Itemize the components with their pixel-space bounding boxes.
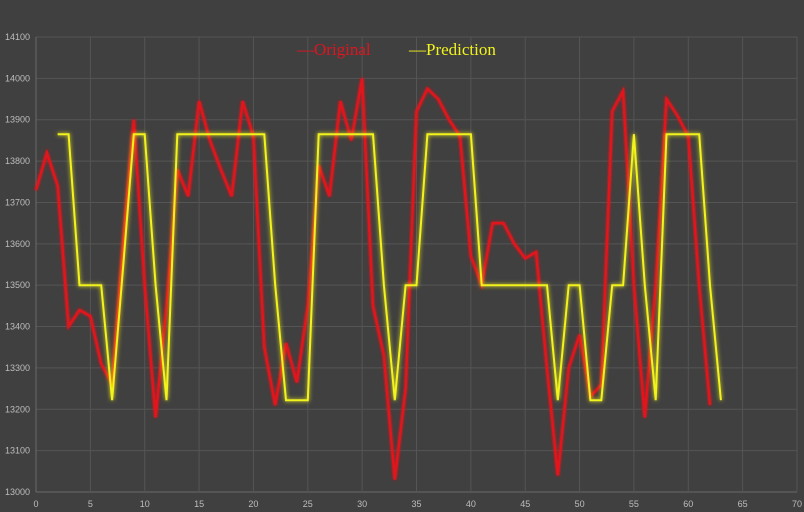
- x-tick-label: 25: [303, 499, 313, 509]
- y-tick-label: 13300: [5, 363, 30, 373]
- x-tick-label: 5: [88, 499, 93, 509]
- grid: [35, 36, 798, 493]
- x-tick-label: 45: [520, 499, 530, 509]
- series-line-prediction: [57, 133, 722, 402]
- x-tick-label: 30: [357, 499, 367, 509]
- y-tick-label: 13000: [5, 487, 30, 497]
- x-tick-label: 0: [33, 499, 38, 509]
- series-original: [34, 78, 712, 480]
- x-tick-label: 10: [140, 499, 150, 509]
- x-tick-label: 70: [792, 499, 802, 509]
- legend: —Original —Prediction: [296, 40, 496, 59]
- x-tick-label: 50: [575, 499, 585, 509]
- y-tick-label: 13500: [5, 280, 30, 290]
- x-tick-label: 40: [466, 499, 476, 509]
- series-prediction: [57, 133, 722, 402]
- y-tick-label: 14000: [5, 73, 30, 83]
- y-tick-label: 14100: [5, 32, 30, 42]
- y-axis: 13000 13100 13200 13300 13400 13500 13600 13700…: [5, 32, 30, 497]
- y-tick-label: 13400: [5, 322, 30, 332]
- x-tick-label: 60: [683, 499, 693, 509]
- x-tick-label: 65: [738, 499, 748, 509]
- x-tick-label: 20: [248, 499, 258, 509]
- y-tick-label: 13900: [5, 115, 30, 125]
- y-tick-label: 13100: [5, 446, 30, 456]
- legend-prediction: —Prediction: [408, 40, 496, 59]
- series-group: [34, 78, 722, 480]
- x-tick-label: 15: [194, 499, 204, 509]
- x-tick-label: 55: [629, 499, 639, 509]
- y-tick-label: 13800: [5, 156, 30, 166]
- y-tick-label: 13700: [5, 197, 30, 207]
- x-tick-label: 35: [411, 499, 421, 509]
- y-tick-label: 13200: [5, 404, 30, 414]
- y-tick-label: 13600: [5, 239, 30, 249]
- x-axis: 0 5 10 15 20 25 30 35 40 45 50 55 60 65 70: [33, 499, 802, 509]
- legend-original: —Original: [296, 40, 371, 59]
